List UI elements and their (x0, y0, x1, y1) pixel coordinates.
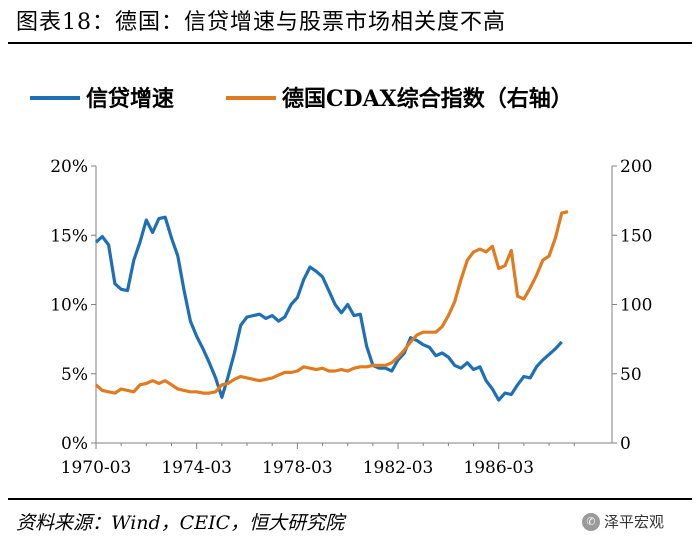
x-tick-label: 1986-03 (463, 458, 534, 478)
series-lines (94, 210, 569, 402)
figure-title: 图表18：德国：信贷增速与股票市场相关度不高 (16, 10, 506, 35)
y-right-tick-label: 0 (620, 434, 631, 454)
line-chart: 信贷增速 德国CDAX综合指数（右轴） 0% 5% 10% 15% 20% 0 50 100 15… (30, 86, 652, 478)
y-left-tick-label: 10% (50, 296, 88, 316)
y-left-tick-label: 15% (50, 226, 88, 246)
y-left-tick-label: 20% (50, 157, 88, 177)
x-tick-label: 1970-03 (61, 458, 132, 478)
axes: 0% 5% 10% 15% 20% 0 50 100 150 200 1970-03 1974-03 1… (50, 157, 652, 478)
top-rule (8, 42, 692, 44)
x-tick-label: 1978-03 (262, 458, 333, 478)
y-left-tick-label: 5% (61, 365, 88, 385)
y-right-tick-label: 100 (620, 296, 652, 316)
x-tick-label: 1974-03 (161, 458, 232, 478)
watermark: ✆ 泽平宏观 (582, 511, 664, 532)
watermark-label: 泽平宏观 (604, 513, 665, 531)
source-note: 资料来源：Wind，CEIC，恒大研究院 (16, 512, 345, 534)
legend-label-credit-growth: 信贷增速 (86, 86, 174, 112)
bottom-rule (8, 498, 692, 500)
x-tick-label: 1982-03 (363, 458, 434, 478)
y-right-tick-label: 150 (620, 226, 652, 246)
series-line-cdax-index (94, 210, 569, 395)
legend: 信贷增速 德国CDAX综合指数（右轴） (30, 86, 573, 112)
wechat-icon: ✆ (582, 512, 600, 531)
y-right-tick-label: 200 (620, 157, 652, 177)
y-right-tick-label: 50 (620, 365, 642, 385)
y-left-tick-label: 0% (61, 434, 88, 454)
legend-label-cdax-index: 德国CDAX综合指数（右轴） (282, 86, 573, 112)
series-line-credit-growth (94, 215, 563, 402)
